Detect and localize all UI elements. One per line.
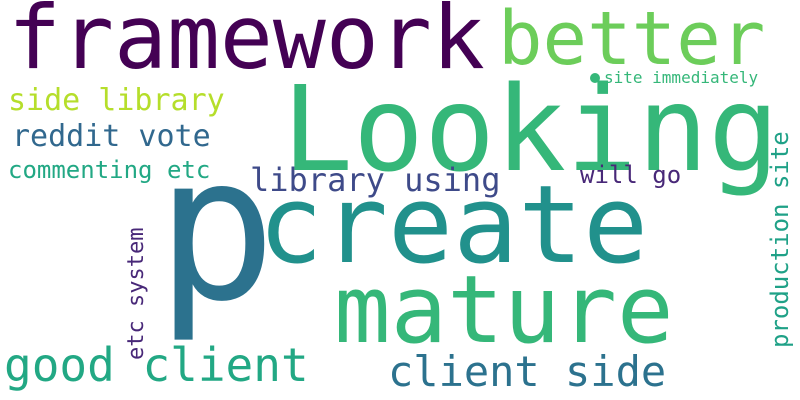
word-good-client: good client xyxy=(4,338,309,392)
word-commenting-etc: commenting etc xyxy=(8,156,211,184)
word-mature: mature xyxy=(334,256,674,365)
word-client-side: client side xyxy=(388,347,667,396)
word-framework: framework xyxy=(8,0,485,89)
word-p: p xyxy=(156,113,277,346)
word-library-using: library using xyxy=(250,161,501,199)
word-etc-system: etc system xyxy=(124,227,149,360)
word-reddit-vote: reddit vote xyxy=(12,119,211,154)
word-will-go: will go xyxy=(580,161,682,189)
word-side-library: side library xyxy=(8,83,225,118)
word-site-immediately: site immediately xyxy=(604,68,759,87)
word-create: create xyxy=(258,163,649,288)
word-production-site: production site xyxy=(766,131,794,348)
word-looking: Looking xyxy=(282,60,780,198)
word-better: better xyxy=(498,0,766,82)
dot-marker xyxy=(590,73,600,83)
